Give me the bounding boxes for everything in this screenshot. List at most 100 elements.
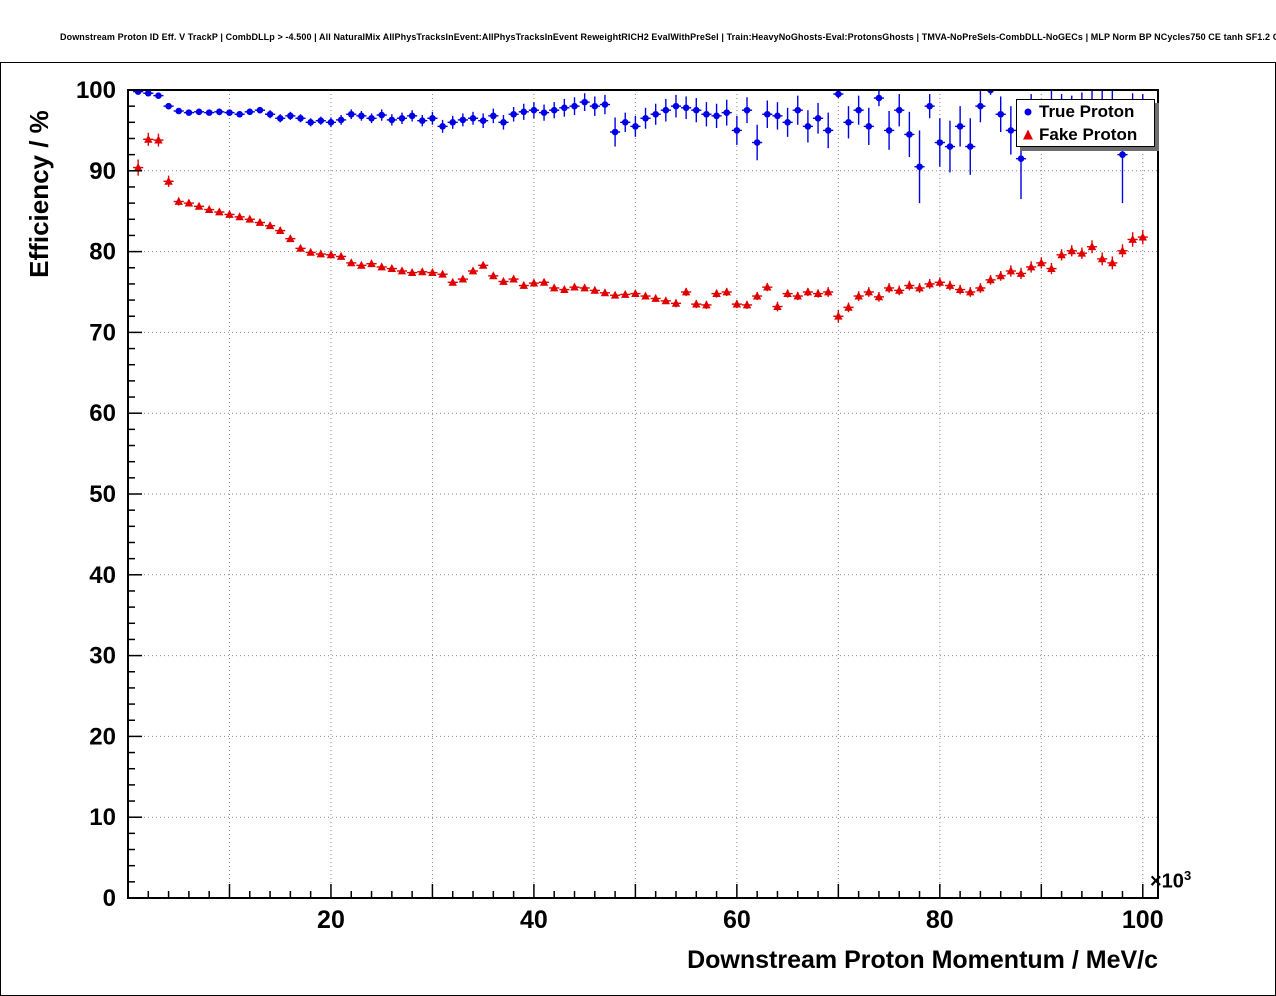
data-point: [732, 299, 742, 308]
y-tick-label: 70: [89, 319, 116, 346]
data-point: [692, 106, 700, 114]
data-point: [397, 266, 407, 275]
data-point: [246, 108, 254, 116]
data-point: [854, 291, 863, 300]
x-axis-title: Downstream Proton Momentum / MeV/c: [687, 946, 1158, 974]
data-point: [824, 127, 832, 134]
data-point: [429, 114, 436, 122]
x-axis-multiplier: ×103: [1150, 868, 1191, 894]
data-point: [1006, 266, 1016, 275]
data-point: [835, 90, 842, 98]
data-point: [530, 106, 538, 114]
data-point: [478, 260, 488, 269]
data-point: [276, 225, 285, 234]
data-point: [864, 287, 873, 296]
data-point: [580, 283, 589, 292]
data-point: [1007, 127, 1015, 134]
data-point: [621, 119, 629, 126]
data-point: [662, 106, 670, 114]
data-point: [1016, 268, 1026, 277]
data-point: [428, 268, 437, 277]
data-point: [671, 298, 681, 307]
data-point: [955, 284, 965, 293]
data-point: [956, 123, 964, 130]
data-point: [144, 134, 153, 143]
legend-item-fake-proton: Fake Proton: [1017, 123, 1154, 146]
y-tick-label: 0: [103, 885, 116, 912]
data-point: [823, 287, 833, 296]
data-point: [245, 214, 254, 223]
data-point: [581, 98, 588, 106]
x-tick-label: 80: [926, 906, 954, 934]
data-point: [408, 112, 416, 120]
data-point: [407, 268, 417, 277]
data-point: [661, 296, 671, 305]
data-point: [855, 106, 862, 114]
data-point: [895, 106, 903, 114]
data-point: [367, 259, 376, 268]
data-point: [418, 117, 426, 125]
x-axis-multiplier-exponent: 3: [1183, 868, 1192, 883]
data-point: [764, 110, 771, 118]
y-tick-label: 40: [89, 562, 116, 589]
data-point: [641, 291, 650, 300]
data-point: [642, 114, 649, 122]
data-point: [742, 300, 752, 309]
data-point: [1108, 258, 1117, 267]
data-point: [225, 209, 234, 218]
data-point: [317, 117, 325, 125]
data-point: [256, 106, 264, 114]
legend-label-true-proton: True Proton: [1039, 101, 1135, 121]
data-point: [946, 143, 954, 150]
data-point: [591, 102, 599, 110]
y-tick-label: 80: [89, 239, 116, 266]
y-tick-label: 100: [76, 77, 116, 104]
data-point: [561, 104, 568, 112]
data-point: [905, 280, 914, 289]
data-point: [144, 90, 152, 97]
data-point: [479, 117, 487, 125]
data-point: [632, 123, 639, 130]
data-point: [1128, 234, 1137, 243]
data-point: [966, 143, 974, 150]
data-point: [733, 127, 741, 134]
data-point: [895, 285, 904, 294]
data-point: [794, 106, 802, 114]
series-true-proton: [133, 90, 1148, 204]
data-point: [490, 112, 497, 120]
data-point: [682, 104, 690, 112]
data-point: [916, 163, 923, 171]
data-point: [834, 311, 843, 320]
data-point: [398, 114, 406, 122]
data-point: [803, 287, 813, 296]
data-point: [560, 284, 569, 293]
data-layer: [133, 90, 1148, 323]
data-point: [996, 271, 1005, 280]
data-point: [1119, 151, 1126, 158]
data-point: [519, 280, 528, 289]
data-point: [906, 131, 913, 138]
data-point: [438, 269, 447, 278]
data-point: [336, 251, 346, 260]
data-point: [1017, 155, 1025, 162]
data-point: [327, 119, 335, 126]
data-point: [814, 114, 822, 122]
data-point: [297, 114, 304, 122]
data-point: [510, 110, 517, 118]
data-point: [773, 301, 782, 310]
data-point: [133, 162, 143, 171]
data-point: [347, 110, 355, 118]
data-point: [844, 302, 853, 311]
data-point: [752, 291, 762, 300]
data-point: [540, 109, 548, 116]
data-point: [874, 292, 884, 301]
data-point: [672, 102, 680, 110]
data-point: [926, 102, 933, 110]
data-point: [702, 300, 711, 309]
data-point: [184, 198, 194, 207]
data-point: [469, 114, 477, 122]
data-point: [1047, 263, 1056, 272]
data-point: [1118, 246, 1127, 255]
data-point: [722, 287, 731, 296]
data-point: [439, 123, 446, 130]
